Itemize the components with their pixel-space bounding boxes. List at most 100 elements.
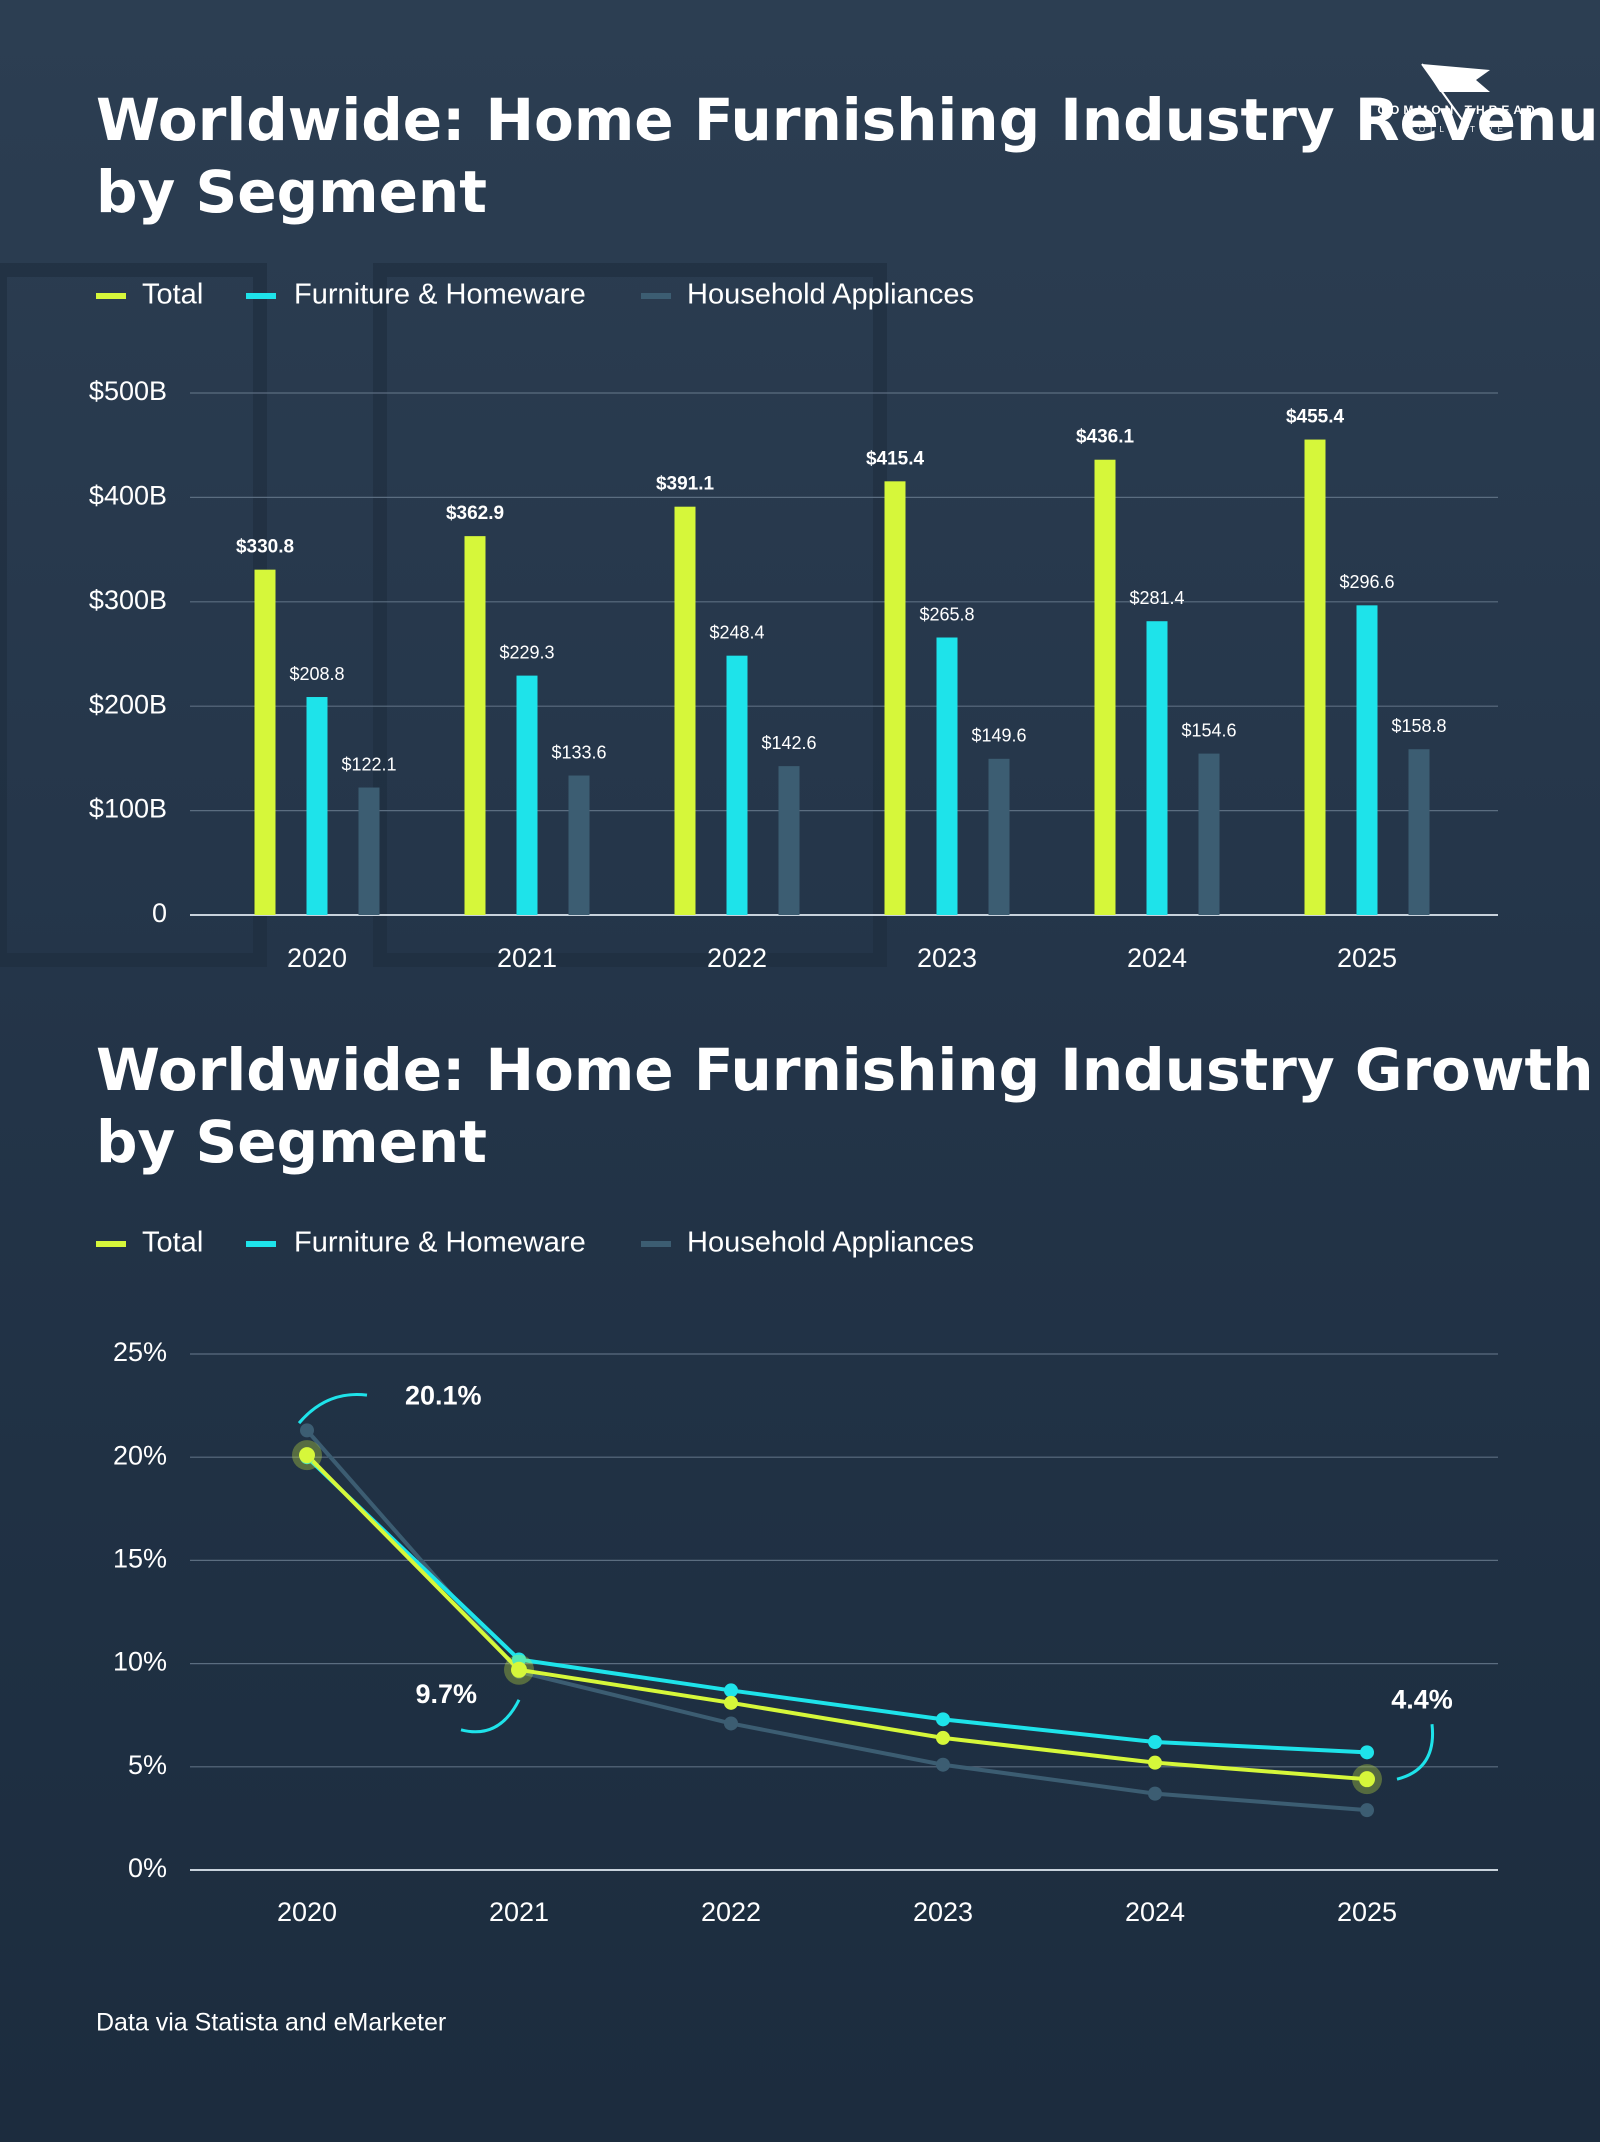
y-tick-label: 0	[152, 898, 167, 928]
y-tick-label: 15%	[113, 1544, 167, 1574]
value-label: $142.6	[761, 733, 816, 753]
point	[724, 1716, 738, 1731]
legend-swatch	[246, 1241, 276, 1247]
x-tick-label: 2020	[287, 943, 347, 973]
bar	[358, 787, 380, 915]
bar	[1356, 605, 1378, 915]
logo: COMMON THREAD COLLECTIVE	[1377, 63, 1538, 134]
y-tick-label: $400B	[89, 481, 167, 511]
logo-sub: COLLECTIVE	[1408, 125, 1508, 134]
point	[300, 1423, 314, 1438]
bar	[516, 675, 538, 915]
annotation-arrow	[1396, 1724, 1435, 1781]
bar	[726, 655, 748, 915]
y-tick-label: 0%	[128, 1853, 167, 1883]
point	[1148, 1755, 1162, 1770]
bar	[1094, 459, 1116, 915]
value-label: $296.6	[1339, 572, 1394, 592]
point	[936, 1730, 950, 1745]
x-tick-label: 2022	[707, 943, 767, 973]
legend-swatch	[246, 293, 276, 299]
x-tick-label: 2024	[1125, 1897, 1185, 1927]
x-tick-label: 2020	[277, 1897, 337, 1927]
y-tick-label: $100B	[89, 794, 167, 824]
value-label: $455.4	[1286, 407, 1345, 428]
value-label: $265.8	[919, 604, 974, 624]
x-tick-label: 2025	[1337, 943, 1397, 973]
value-label: $149.6	[971, 726, 1026, 746]
point	[1359, 1771, 1375, 1788]
value-label: $133.6	[551, 742, 606, 762]
bar	[1304, 439, 1326, 915]
value-label: $229.3	[499, 642, 554, 662]
value-label: $362.9	[446, 503, 504, 524]
bar	[254, 569, 276, 915]
x-tick-label: 2025	[1337, 1897, 1397, 1927]
x-tick-label: 2022	[701, 1897, 761, 1927]
logo-name: COMMON THREAD	[1377, 103, 1538, 117]
value-label: $154.6	[1181, 720, 1236, 740]
x-tick-label: 2023	[917, 943, 977, 973]
value-label: $391.1	[656, 474, 715, 495]
point	[1148, 1786, 1162, 1801]
value-label: $281.4	[1129, 588, 1184, 608]
frame-decor	[373, 263, 887, 967]
bar	[674, 506, 696, 915]
x-tick-label: 2024	[1127, 943, 1187, 973]
value-label: $248.4	[709, 622, 764, 642]
legend-label: Furniture & Homeware	[294, 279, 586, 311]
annotation: 4.4%	[1391, 1684, 1453, 1714]
point	[299, 1447, 315, 1464]
bar	[778, 766, 800, 915]
value-label: $415.4	[866, 448, 925, 469]
annotation-arrow	[460, 1699, 521, 1734]
point	[936, 1757, 950, 1772]
bar	[936, 637, 958, 915]
legend-label: Household Appliances	[687, 1227, 974, 1259]
point	[1148, 1735, 1162, 1750]
value-label: $122.1	[341, 754, 396, 774]
value-label: $158.8	[1391, 716, 1446, 736]
annotation-arrow	[297, 1392, 368, 1425]
value-label: $330.8	[236, 537, 294, 558]
y-tick-label: 25%	[113, 1337, 167, 1367]
point	[511, 1661, 527, 1678]
value-label: $436.1	[1076, 427, 1135, 448]
logo-flag	[1422, 64, 1490, 92]
x-tick-label: 2021	[489, 1897, 549, 1927]
x-tick-label: 2023	[913, 1897, 973, 1927]
x-tick-label: 2021	[497, 943, 557, 973]
bar	[884, 481, 906, 915]
source: Data via Statista and eMarketer	[96, 2009, 446, 2037]
y-tick-label: 5%	[128, 1750, 167, 1780]
annotation: 9.7%	[415, 1679, 477, 1709]
legend-swatch	[96, 293, 126, 299]
point	[724, 1695, 738, 1710]
y-tick-label: $500B	[89, 376, 167, 406]
annotation: 20.1%	[405, 1380, 482, 1410]
y-tick-label: $200B	[89, 689, 167, 719]
legend-label: Household Appliances	[687, 279, 974, 311]
series-line	[305, 1453, 1368, 1782]
legend-swatch	[96, 1241, 126, 1247]
legend-label: Furniture & Homeware	[294, 1227, 586, 1259]
point	[724, 1683, 738, 1698]
chart-title: Worldwide: Home Furnishing Industry Grow…	[96, 1036, 1594, 1176]
bar	[568, 775, 590, 915]
bar	[1408, 749, 1430, 915]
bar	[1198, 753, 1220, 915]
y-tick-label: 20%	[113, 1440, 167, 1470]
logo-pole	[1421, 63, 1469, 129]
legend-swatch	[641, 1241, 671, 1247]
y-tick-label: 10%	[113, 1647, 167, 1677]
bar	[306, 697, 328, 915]
bar	[464, 536, 486, 915]
y-tick-label: $300B	[89, 585, 167, 615]
legend-label: Total	[142, 279, 203, 311]
point	[1360, 1803, 1374, 1818]
point	[936, 1712, 950, 1727]
bar	[988, 758, 1010, 915]
legend-label: Total	[142, 1227, 203, 1259]
legend-swatch	[641, 293, 671, 299]
